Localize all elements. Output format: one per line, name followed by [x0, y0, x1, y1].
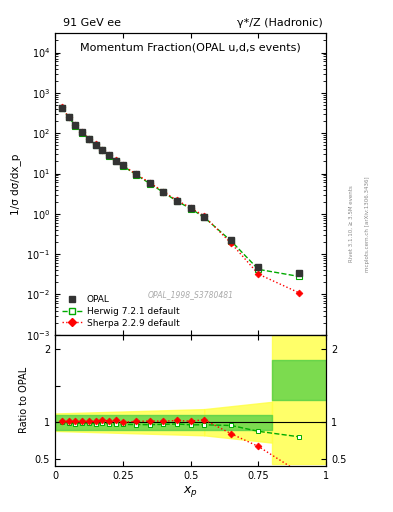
X-axis label: $x_p$: $x_p$: [183, 483, 198, 499]
Legend: OPAL, Herwig 7.2.1 default, Sherpa 2.2.9 default: OPAL, Herwig 7.2.1 default, Sherpa 2.2.9…: [59, 292, 182, 330]
Text: Rivet 3.1.10, ≥ 3.5M events: Rivet 3.1.10, ≥ 3.5M events: [349, 186, 354, 262]
Text: OPAL_1998_S3780481: OPAL_1998_S3780481: [148, 290, 233, 298]
Text: mcplots.cern.ch [arXiv:1306.3436]: mcplots.cern.ch [arXiv:1306.3436]: [365, 176, 370, 272]
Text: Momentum Fraction(OPAL u,d,s events): Momentum Fraction(OPAL u,d,s events): [80, 42, 301, 52]
Y-axis label: 1/σ dσ/dx_p: 1/σ dσ/dx_p: [10, 154, 20, 215]
Text: 91 GeV ee: 91 GeV ee: [63, 18, 121, 28]
Y-axis label: Ratio to OPAL: Ratio to OPAL: [19, 367, 29, 434]
Text: γ*/Z (Hadronic): γ*/Z (Hadronic): [237, 18, 322, 28]
